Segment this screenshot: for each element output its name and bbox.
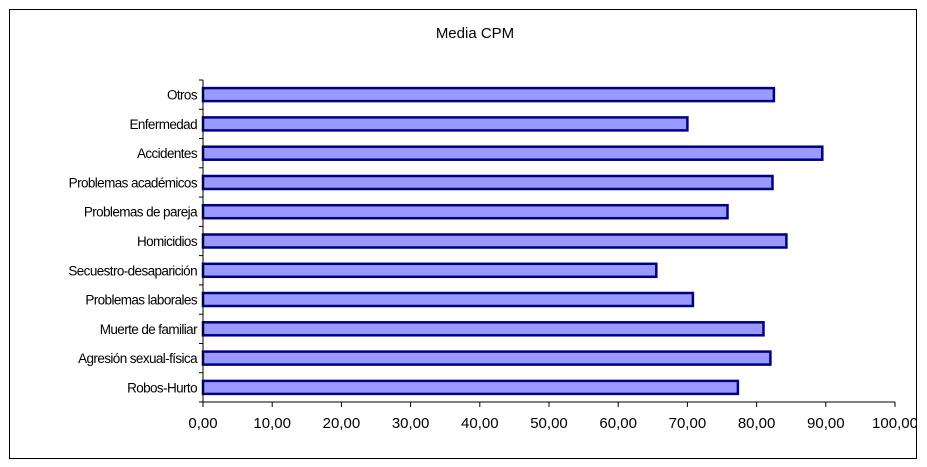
bar-8 [201, 321, 765, 337]
category-label: Agresión sexual-física [78, 351, 198, 366]
x-tick-label: 70,00 [669, 415, 707, 432]
category-label: Problemas laborales [85, 293, 198, 308]
bar-2 [201, 145, 824, 161]
bar-10 [201, 379, 740, 396]
x-tick-label: 50,00 [530, 415, 568, 432]
category-label: Problemas académicos [69, 176, 198, 191]
category-label: Secuestro-desaparición [68, 263, 197, 278]
bar-3 [201, 174, 774, 191]
x-tick-label: 90,00 [807, 415, 845, 432]
x-tick-label: 100,00 [872, 415, 916, 432]
chart-frame: Media CPM Otros Enfermedad Accidentes Probl… [9, 9, 917, 459]
bar-0 [201, 86, 776, 103]
x-tick-label: 80,00 [738, 415, 776, 432]
category-label: Enfermedad [129, 117, 197, 132]
x-tick-label: 10,00 [253, 415, 291, 432]
axes-layer [199, 79, 896, 407]
bar-5 [201, 233, 788, 249]
bar-6 [201, 262, 658, 279]
x-tick-label: 20,00 [323, 415, 361, 432]
category-label: Homicidios [137, 234, 198, 249]
chart-title: Media CPM [436, 25, 514, 42]
bar-7 [201, 291, 695, 308]
bar-9 [201, 350, 772, 366]
labels-layer: Otros Enfermedad Accidentes Problemas acadé… [68, 88, 916, 432]
category-label: Robos-Hurto [127, 380, 197, 395]
category-label: Muerte de familiar [100, 322, 198, 337]
category-label: Problemas de pareja [84, 205, 198, 220]
x-tick-label: 30,00 [392, 415, 430, 432]
bars-layer [201, 86, 824, 396]
bar-4 [201, 203, 729, 220]
x-tick-label: 60,00 [599, 415, 637, 432]
bar-chart: Media CPM Otros Enfermedad Accidentes Probl… [68, 25, 916, 432]
x-tick-label: 40,00 [461, 415, 499, 432]
x-tick-label: 0,00 [188, 415, 217, 432]
category-label: Otros [167, 88, 198, 103]
bar-1 [201, 116, 689, 132]
category-label: Accidentes [137, 146, 198, 161]
